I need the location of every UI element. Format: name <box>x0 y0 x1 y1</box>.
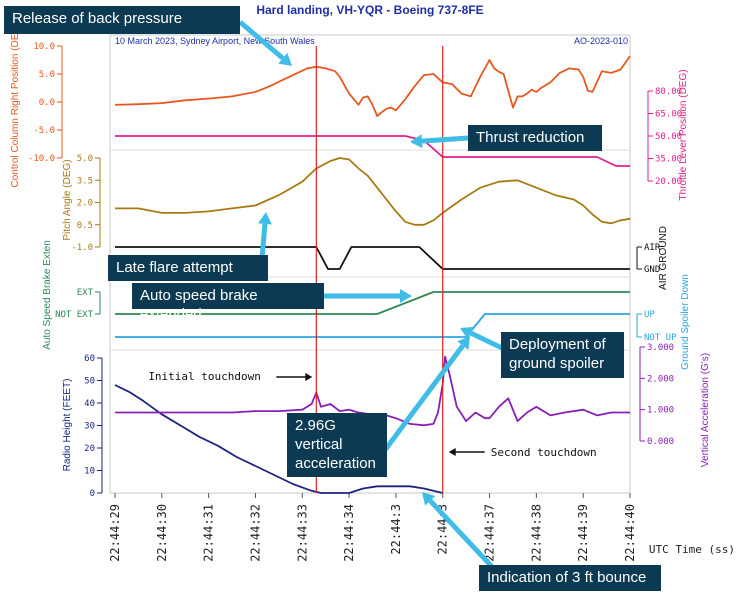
ground-spoiler-down-tick-label: NOT UP <box>644 333 677 343</box>
x-tick-label: 22:44:40 <box>623 504 637 562</box>
pitch-angle-tick-label: 5.0 <box>77 154 93 164</box>
radio-height-tick-label: 0 <box>90 489 95 499</box>
radio-height-tick-label: 60 <box>84 354 95 364</box>
radio-height-tick-label: 50 <box>84 377 95 387</box>
x-tick-label: 22:44:3 <box>389 504 403 555</box>
report-id: AO-2023-010 <box>574 36 628 46</box>
pitch-angle-tick-label: 2.0 <box>77 199 93 209</box>
callout-vertical-acceleration: 2.96G vertical acceleration <box>287 413 387 477</box>
radio-height-tick-label: 20 <box>84 444 95 454</box>
x-tick-label: 22:44:37 <box>483 504 497 562</box>
ground-spoiler-down-series-line <box>115 313 630 338</box>
control-column-right-position-series-line <box>114 55 631 117</box>
control-column-right-position-axis-label: Control Column Right Position (DEG) <box>10 22 21 187</box>
throttle-lever-position-tick-label: 35.00 <box>655 155 682 165</box>
callout-arrowhead <box>422 492 436 506</box>
ground-spoiler-down-tick-label: UP <box>644 310 655 320</box>
callout-thrust-reduction: Thrust reduction <box>468 125 602 151</box>
throttle-lever-position-tick-label: 80.00 <box>655 87 682 97</box>
event-arrowhead <box>305 373 313 381</box>
x-tick-label: 22:44:39 <box>576 504 590 562</box>
vertical-acceleration-axis-label: Vertical Acceleration (G's) <box>700 353 711 467</box>
air-ground-axis-label: AIR GROUND <box>658 226 669 290</box>
vertical-acceleration-tick-label: 1.000 <box>647 406 674 416</box>
radio-height-tick-label: 30 <box>84 422 95 432</box>
vertical-acceleration-tick-label: 0.000 <box>647 437 674 447</box>
pitch-angle-tick-label: -1.0 <box>71 243 93 253</box>
callout-auto-speed-brake: Auto speed brake extended <box>132 283 324 323</box>
pitch-angle-tick-label: 3.5 <box>77 176 93 186</box>
vertical-acceleration-tick-label: 2.000 <box>647 374 674 384</box>
control-column-right-position-tick-label: 10.0 <box>33 42 55 52</box>
radio-height-tick-label: 40 <box>84 399 95 409</box>
auto-speed-brake-extended-tick-label: EXT <box>77 288 94 298</box>
callout-arrowhead <box>410 134 423 149</box>
throttle-lever-position-tick-label: 50.00 <box>655 132 682 142</box>
air-ground-tick-label: GND <box>644 265 660 275</box>
control-column-right-position-tick-label: -5.0 <box>33 126 55 136</box>
x-tick-label: 22:44:29 <box>108 504 122 562</box>
callout-arrow <box>428 499 497 572</box>
callout-arrow <box>421 135 469 144</box>
callout-late-flare-attempt: Late flare attempt <box>108 255 268 281</box>
x-tick-label: 22:44:32 <box>248 504 262 562</box>
x-tick-label: 22:44:30 <box>155 504 169 562</box>
auto-speed-brake-extended-tick-label: NOT EXT <box>55 310 94 320</box>
throttle-lever-position-tick-label: 65.00 <box>655 110 682 120</box>
x-tick-label: 22:44:34 <box>342 504 356 562</box>
x-axis-label: UTC Time (ss) <box>649 543 735 556</box>
auto-speed-brake-extended-axis-label: Auto Speed Brake Exten <box>42 240 53 350</box>
pitch-angle-axis-label: Pitch Angle (DEG) <box>62 159 73 240</box>
callout-ground-spoiler: Deployment of ground spoiler <box>501 332 624 378</box>
throttle-lever-position-series-line <box>115 135 630 167</box>
vertical-acceleration-series-line <box>115 355 630 427</box>
control-column-right-position-tick-label: -10.0 <box>28 154 55 164</box>
radio-height-tick-label: 10 <box>84 467 95 477</box>
throttle-lever-position-axis-label: Throttle Lever Position (DEG) <box>678 69 689 200</box>
pitch-angle-tick-label: 0.5 <box>77 221 93 231</box>
event-label: Initial touchdown <box>148 370 261 383</box>
air-ground-tick-label: AIR <box>644 243 661 253</box>
control-column-right-position-tick-label: 0.0 <box>39 98 55 108</box>
x-tick-label: 22:44:38 <box>529 504 543 562</box>
control-column-right-position-tick-label: 5.0 <box>39 70 55 80</box>
auto-speed-brake-extended-series-line <box>115 291 630 315</box>
radio-height-axis-label: Radio Height (FEET) <box>62 379 73 472</box>
callout-arrowhead <box>278 52 292 66</box>
callout-arrowhead <box>457 336 470 350</box>
pitch-angle-series-line <box>115 157 631 226</box>
chart-title: Hard landing, VH-YQR - Boeing 737-8FE <box>256 3 483 17</box>
callout-arrow <box>238 20 285 61</box>
x-tick-label: 22:44:31 <box>202 504 216 562</box>
vertical-acceleration-tick-label: 3.000 <box>647 343 674 353</box>
x-tick-label: 22:44:33 <box>295 504 309 562</box>
air-ground-series-line <box>115 246 630 270</box>
event-arrowhead <box>448 448 456 456</box>
callout-arrowhead <box>460 326 474 340</box>
callout-arrowhead <box>400 289 412 303</box>
event-label: Second touchdown <box>491 446 597 459</box>
callout-arrow <box>382 344 465 452</box>
callout-arrowhead <box>257 212 272 225</box>
callout-release-back-pressure: Release of back pressure <box>4 6 240 34</box>
throttle-lever-position-tick-label: 20.00 <box>655 177 682 187</box>
callout-arrow <box>259 223 268 259</box>
ground-spoiler-down-axis-label: Ground Spoiler Down <box>680 274 691 370</box>
callout-bounce: Indication of 3 ft bounce <box>479 565 661 591</box>
radio-height-series-line <box>114 384 443 494</box>
callout-arrow <box>469 330 504 351</box>
chart-subtitle: 10 March 2023, Sydney Airport, New South… <box>115 36 315 46</box>
